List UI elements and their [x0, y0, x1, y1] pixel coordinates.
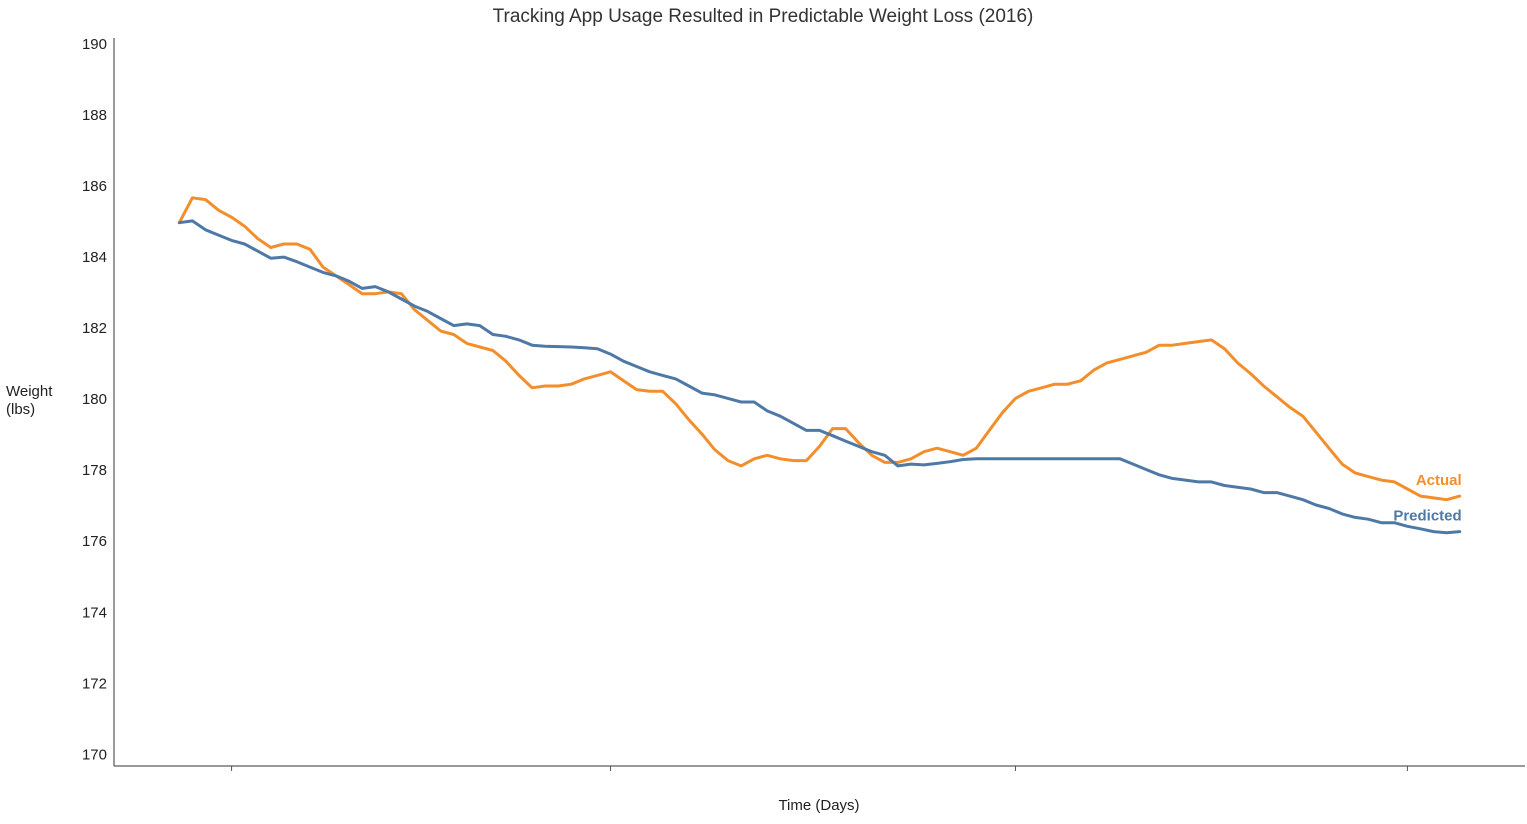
- y-tick-label: 174: [82, 604, 107, 621]
- y-tick-label: 190: [82, 36, 107, 53]
- y-axis-label: (lbs): [6, 401, 35, 418]
- y-tick-label: 188: [82, 107, 107, 124]
- y-axis-label: Weight: [6, 383, 53, 400]
- y-tick-label: 186: [82, 178, 107, 195]
- y-tick-label: 170: [82, 746, 107, 763]
- x-axis-label: Time (Days): [778, 797, 859, 814]
- y-tick-label: 178: [82, 462, 107, 479]
- series-line: [177, 219, 1462, 535]
- y-tick-label: 176: [82, 533, 107, 550]
- y-tick-label: 180: [82, 391, 107, 408]
- chart-title: Tracking App Usage Resulted in Predictab…: [493, 6, 1034, 27]
- legend-label: Actual: [1416, 472, 1462, 489]
- y-tick-label: 184: [82, 249, 107, 266]
- legend-label: Predicted: [1393, 508, 1461, 525]
- series-line: [177, 196, 1462, 502]
- y-tick-label: 182: [82, 320, 107, 337]
- y-tick-label: 172: [82, 675, 107, 692]
